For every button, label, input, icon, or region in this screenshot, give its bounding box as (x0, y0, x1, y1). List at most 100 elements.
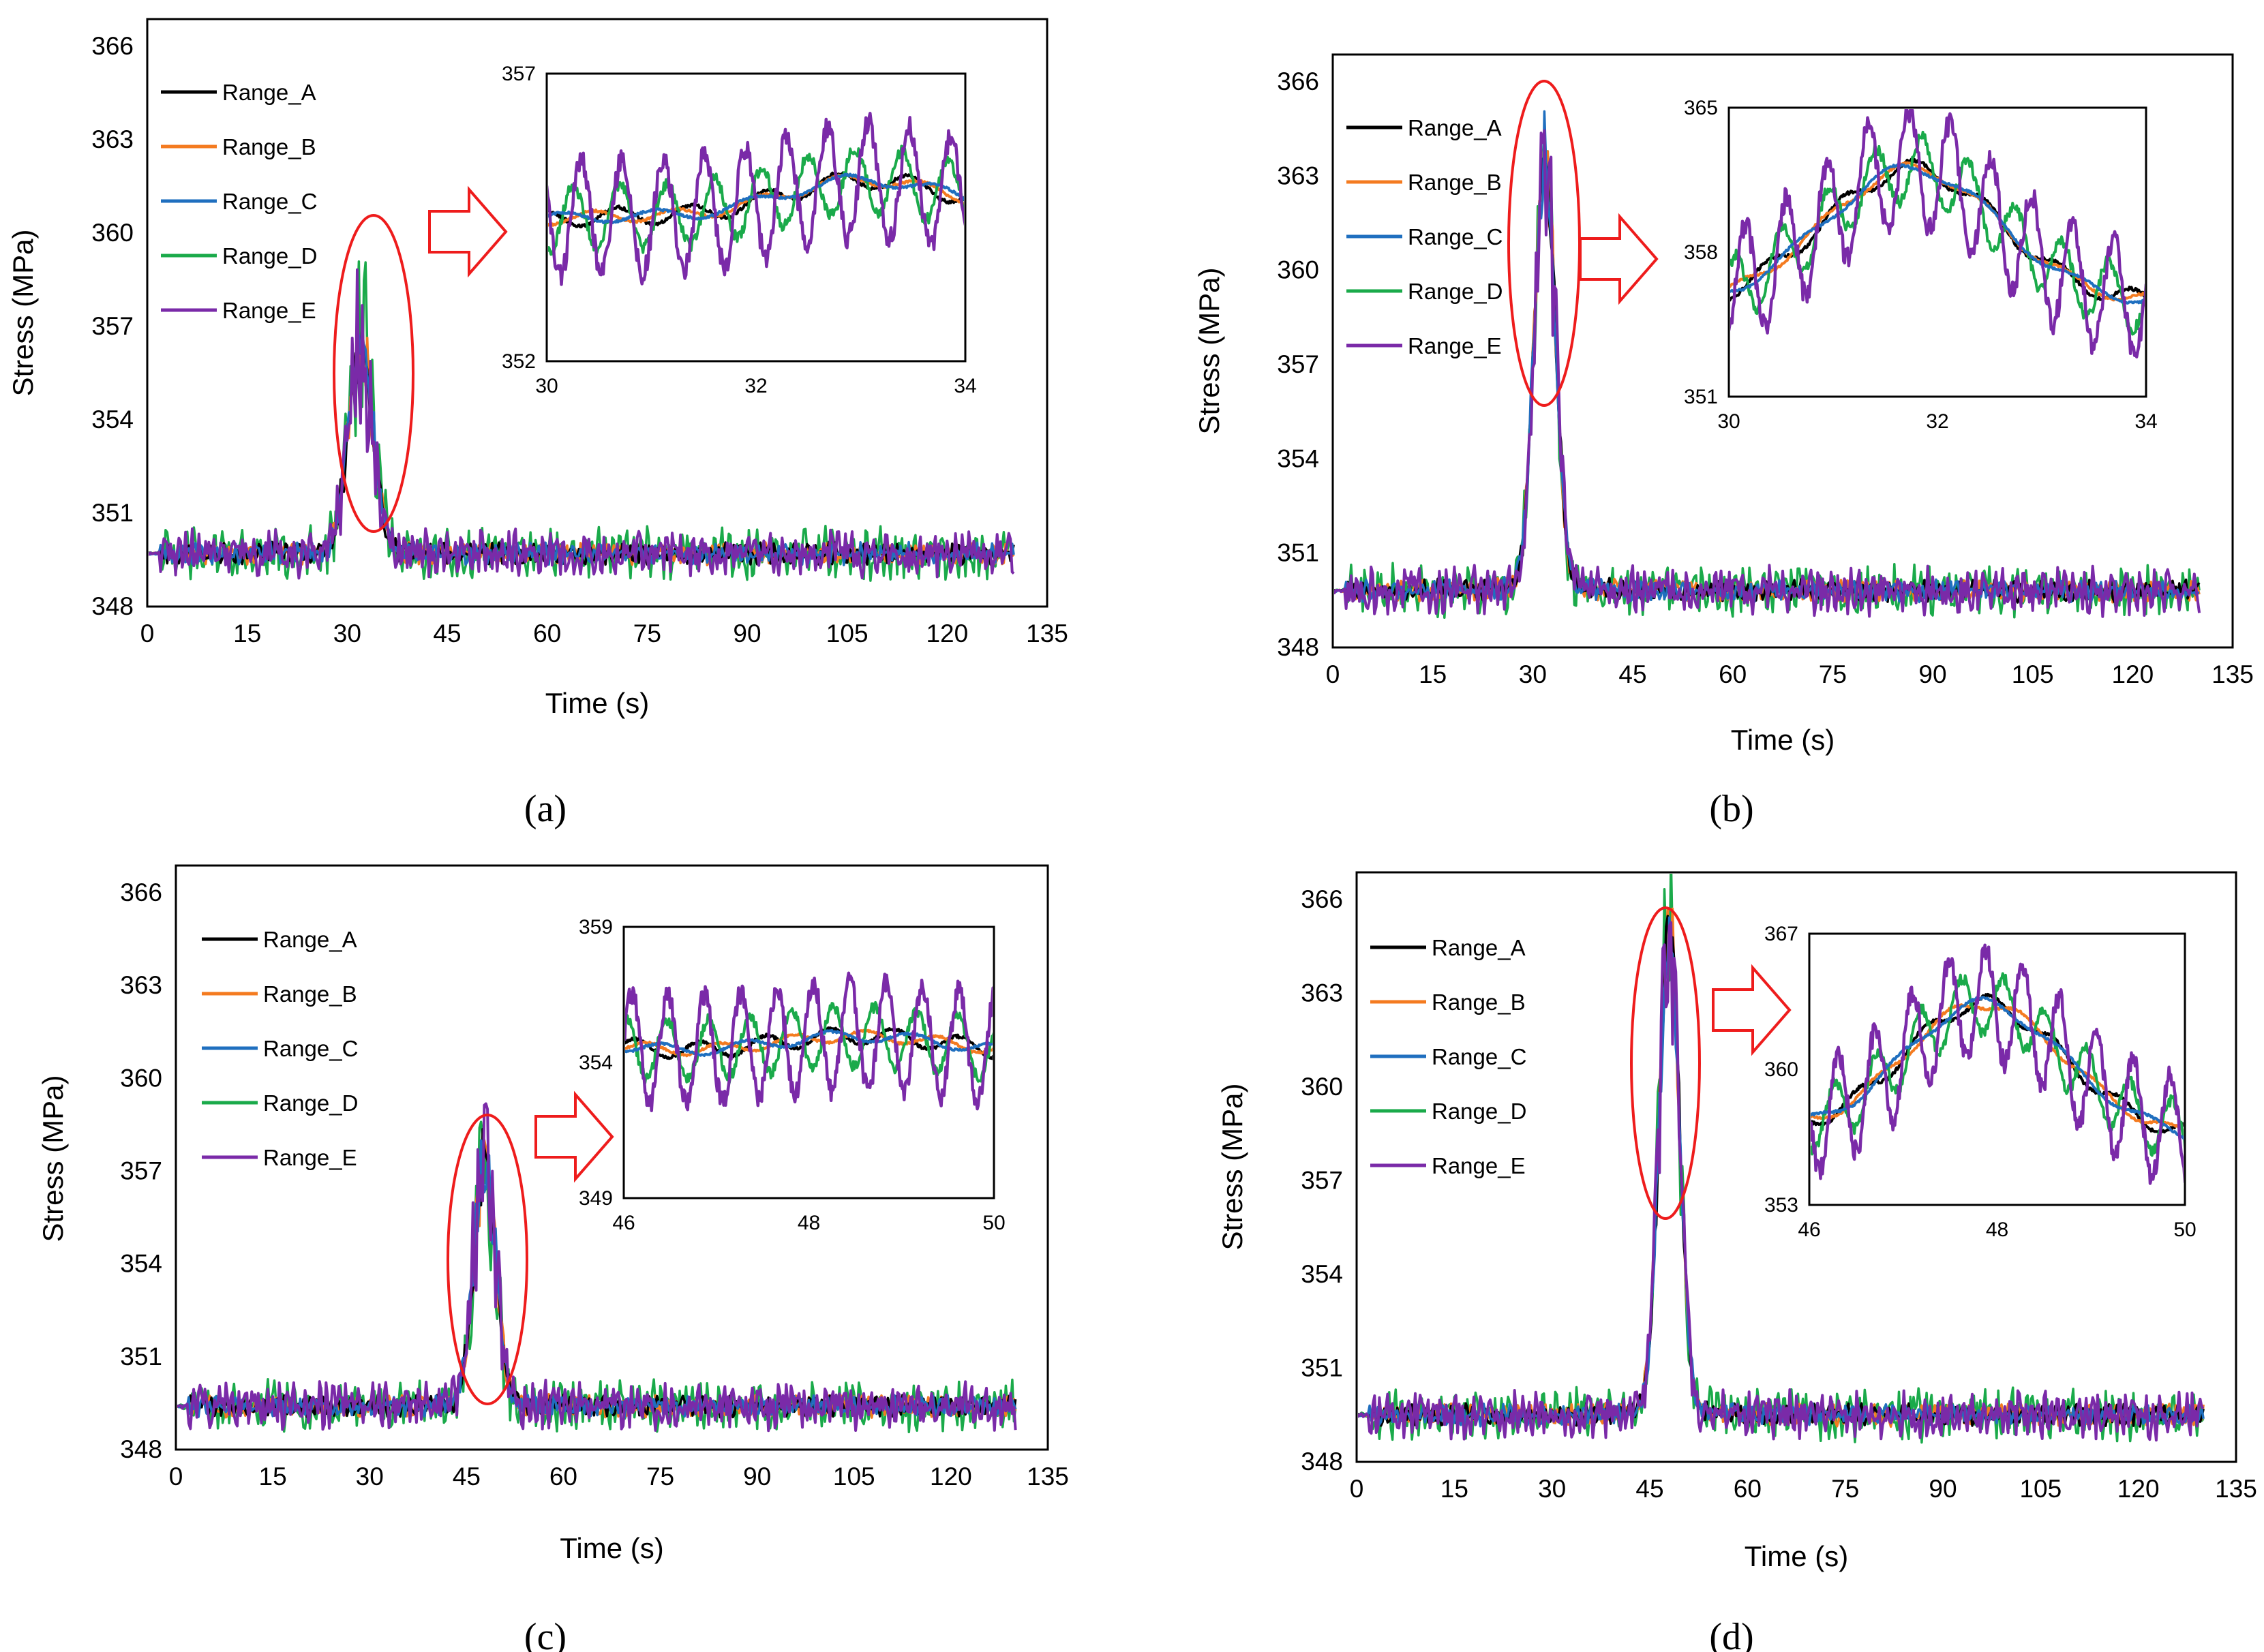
inset-line-Range_D (1811, 972, 2184, 1157)
series-group (149, 260, 1015, 582)
y-axis-label: Stress (MPa) (1216, 1083, 1248, 1250)
y-tick-label: 366 (1301, 885, 1343, 913)
zoom-arrow (1579, 213, 1659, 305)
y-tick-label: 351 (1301, 1354, 1343, 1382)
y-tick-label: 357 (1277, 350, 1319, 378)
x-tick-label: 0 (1350, 1475, 1364, 1503)
y-tick-label: 348 (1301, 1448, 1343, 1475)
inset-frame (1727, 106, 2147, 398)
y-axis-label: Stress (MPa) (7, 229, 39, 396)
x-tick-label: 90 (743, 1463, 771, 1490)
panel-label: (c) (524, 1616, 567, 1652)
legend-label-Range_A: Range_A (263, 927, 357, 952)
inset-series-group (1730, 109, 2145, 358)
inset-y-tick-label: 353 (1764, 1194, 1798, 1217)
y-tick-label: 360 (1277, 256, 1319, 284)
x-tick-label: 15 (1440, 1475, 1468, 1503)
legend-label-Range_D: Range_D (1432, 1099, 1526, 1124)
inset-x-tick-label: 34 (2134, 410, 2157, 433)
x-tick-label: 75 (1819, 660, 1847, 688)
y-tick-label: 357 (91, 312, 134, 340)
x-tick-label: 15 (259, 1463, 287, 1490)
y-tick-label: 360 (91, 219, 134, 247)
inset-series-group (1811, 943, 2184, 1185)
y-tick-label: 360 (1301, 1073, 1343, 1101)
x-tick-label: 105 (833, 1463, 875, 1490)
panel-label: (b) (1709, 788, 1753, 830)
legend-label-Range_C: Range_C (1408, 224, 1503, 249)
x-tick-label: 135 (2212, 660, 2254, 688)
x-tick-label: 120 (926, 620, 968, 647)
zoom-arrow (428, 185, 508, 278)
x-tick-label: 75 (1831, 1475, 1859, 1503)
y-tick-label: 348 (91, 592, 134, 620)
inset-y-tick-label: 352 (502, 350, 536, 373)
y-tick-label: 354 (91, 406, 134, 433)
legend-label-Range_A: Range_A (1408, 115, 1502, 140)
x-tick-label: 0 (140, 620, 155, 647)
zoom-arrow (1712, 964, 1792, 1056)
y-tick-label: 348 (120, 1435, 162, 1463)
highlight-ellipse (447, 1114, 528, 1405)
x-tick-label: 105 (2019, 1475, 2062, 1503)
x-axis-label: Time (s) (545, 687, 649, 719)
legend-label-Range_B: Range_B (1408, 170, 1502, 195)
x-tick-label: 15 (233, 620, 261, 647)
inset-series-group (548, 112, 964, 286)
legend-label-Range_E: Range_E (1432, 1153, 1526, 1178)
legend-label-Range_B: Range_B (222, 134, 316, 159)
inset-line-Range_E (625, 971, 993, 1112)
x-tick-label: 135 (1027, 1463, 1069, 1490)
x-axis-label: Time (s) (1745, 1540, 1848, 1572)
x-tick-label: 75 (633, 620, 661, 647)
y-axis-label: Stress (MPa) (37, 1075, 69, 1242)
y-tick-label: 363 (1301, 979, 1343, 1007)
x-tick-label: 120 (930, 1463, 972, 1490)
x-tick-label: 0 (1326, 660, 1340, 688)
y-tick-label: 363 (1277, 162, 1319, 189)
x-tick-label: 0 (169, 1463, 183, 1490)
legend-label-Range_A: Range_A (222, 80, 316, 105)
legend-label-Range_D: Range_D (222, 243, 317, 269)
x-tick-label: 45 (453, 1463, 481, 1490)
series-line-Range_C (149, 334, 1015, 566)
y-tick-label: 354 (120, 1250, 162, 1278)
inset-frame (545, 72, 967, 363)
x-axis-label: Time (s) (560, 1532, 663, 1564)
x-tick-label: 105 (2012, 660, 2054, 688)
inset-x-tick-label: 30 (535, 375, 558, 397)
inset-y-tick-label: 365 (1684, 97, 1718, 119)
series-line-Range_E (177, 1102, 1017, 1433)
inset-y-tick-label: 351 (1684, 386, 1718, 408)
inset-line-Range_E (1730, 109, 2145, 358)
y-tick-label: 366 (91, 32, 134, 60)
series-line-Range_E (149, 268, 1015, 580)
legend-label-Range_D: Range_D (1408, 279, 1503, 304)
legend-label-Range_D: Range_D (263, 1090, 358, 1116)
x-tick-label: 90 (1918, 660, 1946, 688)
inset-x-tick-label: 30 (1717, 410, 1740, 433)
x-tick-label: 90 (1929, 1475, 1957, 1503)
inset-x-tick-label: 34 (954, 375, 976, 397)
inset-x-tick-label: 46 (612, 1212, 635, 1234)
series-group (1334, 110, 2201, 620)
legend-label-Range_B: Range_B (1432, 990, 1526, 1015)
y-tick-label: 351 (1277, 539, 1319, 567)
legend-label-Range_C: Range_C (263, 1036, 358, 1061)
legend-label-Range_A: Range_A (1432, 935, 1526, 960)
y-tick-label: 366 (120, 878, 162, 906)
y-tick-label: 360 (120, 1064, 162, 1092)
inset-y-tick-label: 357 (502, 63, 536, 85)
x-tick-label: 105 (826, 620, 869, 647)
x-tick-label: 120 (2117, 1475, 2160, 1503)
chart-panel-c: 348 351 354 357 360 363 366 0 15 30 45 60 75 90 105 120… (37, 864, 1069, 1652)
legend-label-Range_B: Range_B (263, 981, 357, 1007)
inset-x-tick-label: 50 (2173, 1219, 2196, 1241)
x-tick-label: 60 (1734, 1475, 1762, 1503)
plot-frame (1355, 871, 2237, 1463)
x-tick-label: 45 (1618, 660, 1646, 688)
inset-y-tick-label: 367 (1764, 923, 1798, 945)
y-tick-label: 357 (120, 1157, 162, 1185)
inset-line-Range_C (1730, 163, 2145, 305)
x-tick-label: 75 (646, 1463, 674, 1490)
